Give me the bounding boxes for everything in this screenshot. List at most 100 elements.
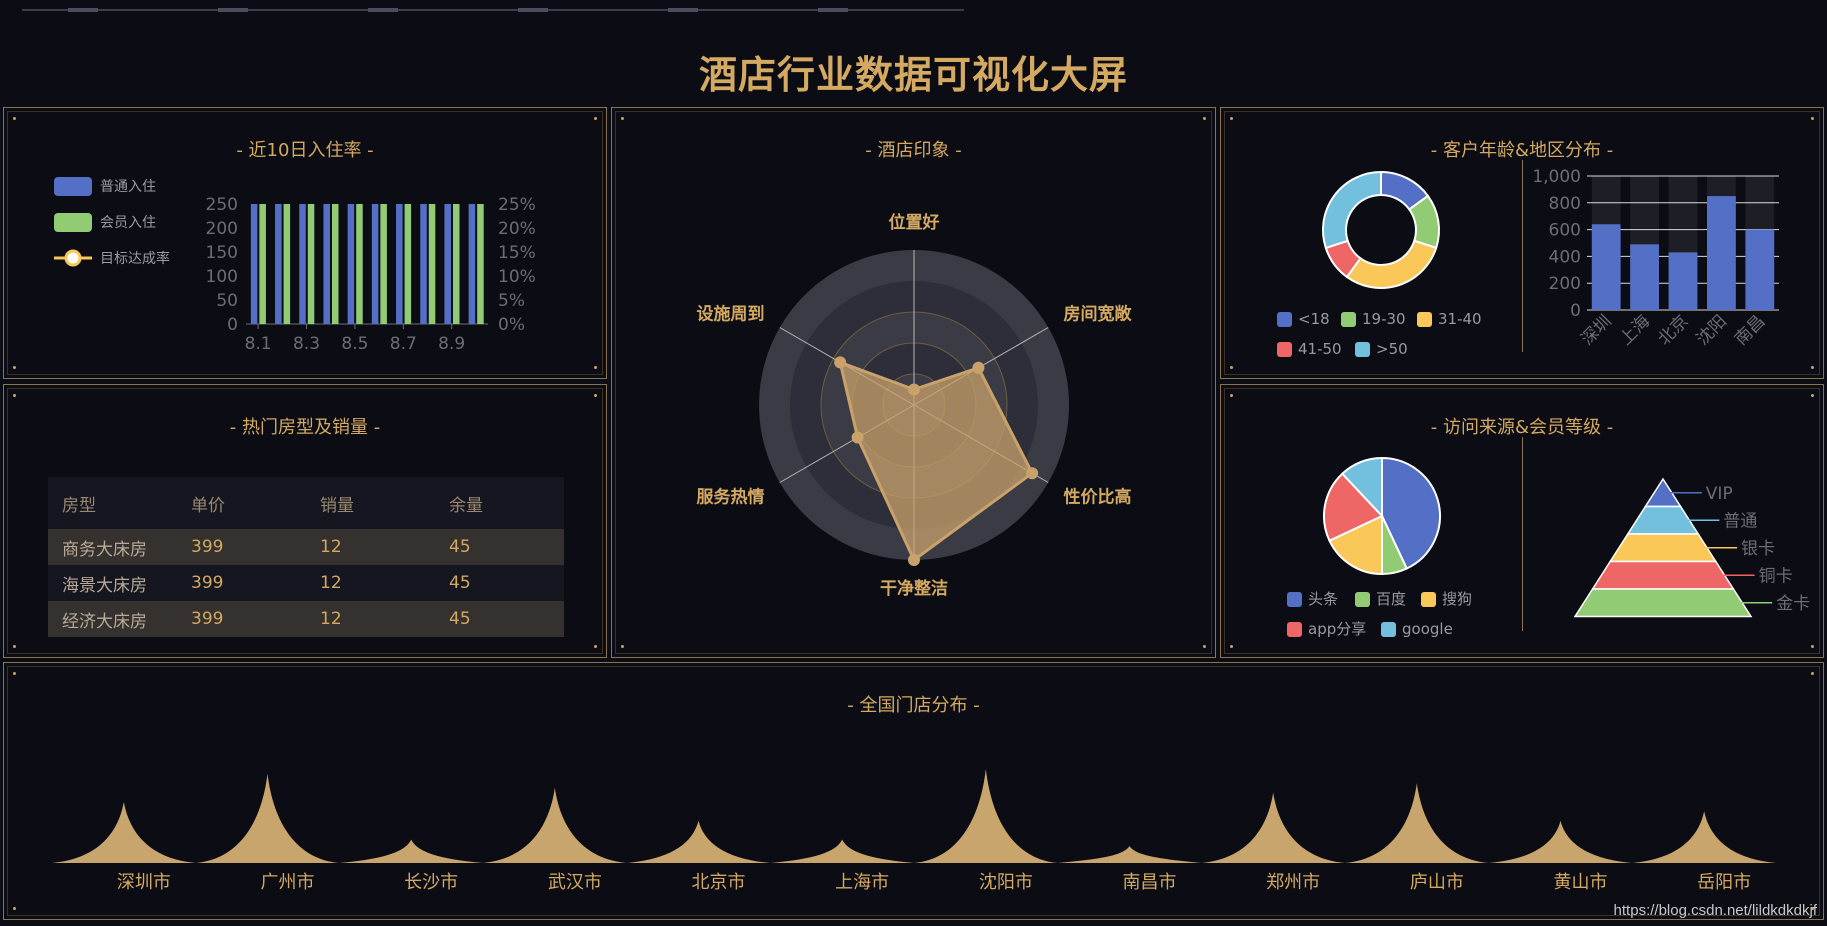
y-tick-label: 1,000 xyxy=(1532,167,1581,187)
bar xyxy=(1707,196,1736,310)
pie-slice xyxy=(1328,514,1383,576)
x-tick-label: 8.3 xyxy=(293,334,320,354)
table-cell: 399 xyxy=(191,537,224,557)
legend-swatch xyxy=(1341,312,1356,327)
bar xyxy=(259,204,266,324)
legend-swatch xyxy=(1287,622,1302,637)
funnel-label: 普通 xyxy=(1723,511,1757,531)
bar xyxy=(380,204,387,324)
pie-slice xyxy=(1345,239,1438,289)
legend-label: >50 xyxy=(1376,340,1408,358)
top-decoration-dash xyxy=(368,8,398,12)
top-decoration-dash xyxy=(818,8,848,12)
stores-panel-title: - 全国门店分布 - xyxy=(847,695,980,716)
radar-indicator-label: 位置好 xyxy=(889,212,940,233)
table-header-row: 房型 单价 销量 余量 xyxy=(48,477,564,529)
watermark-url: https://blog.csdn.net/lildkdkdkjf xyxy=(1613,902,1817,919)
legend-label: 会员入住 xyxy=(100,215,156,231)
bar xyxy=(420,204,427,324)
x-tick-label: 8.7 xyxy=(390,334,417,354)
source-pie-chart: 头条 百度 搜狗 app分享 google xyxy=(1287,456,1472,638)
x-tick-label: 8.5 xyxy=(341,334,368,354)
radar-point xyxy=(972,361,985,374)
legend-label: 头条 xyxy=(1308,590,1338,608)
legend-label: 41-50 xyxy=(1298,340,1342,358)
x-tick-label: 沈阳 xyxy=(1693,311,1731,349)
legend-line-marker xyxy=(64,249,82,267)
table-cell: 商务大床房 xyxy=(62,539,147,560)
y2-tick-label: 20% xyxy=(498,219,536,239)
funnel-segment xyxy=(1591,560,1735,590)
panel-divider xyxy=(1522,160,1523,352)
pie-slice xyxy=(1323,472,1384,543)
stores-area-chart: 深圳市 广州市 长沙市 武汉市 北京市 上海市 沈阳市 南昌市 郑州市 庐山市 黄山市 岳阳市 xyxy=(52,769,1776,893)
bar xyxy=(404,204,412,324)
table-row: 经济大床房 399 12 45 xyxy=(48,601,564,637)
bar xyxy=(477,204,484,324)
bar xyxy=(323,204,330,324)
table-cell: 海景大床房 xyxy=(62,575,147,596)
impression-panel: - 酒店印象 - 位置好 房间宽敞 性价比高 干净整洁 服务热情 设施周到 xyxy=(611,107,1216,658)
y-tick-label: 0 xyxy=(1570,301,1581,321)
y-tick-label: 400 xyxy=(1549,247,1581,267)
bar xyxy=(250,204,258,324)
legend-label: 搜狗 xyxy=(1442,590,1472,608)
x-tick-label: 沈阳市 xyxy=(979,872,1033,893)
rooms-table: 房型 单价 销量 余量 商务大床房 399 12 45 海景大床房 399 12… xyxy=(48,477,564,637)
y-tick-label: 100 xyxy=(206,267,238,287)
radar-indicator-label: 服务热情 xyxy=(697,487,765,508)
y-tick-label: 600 xyxy=(1549,221,1581,241)
x-tick-label: 8.9 xyxy=(438,334,465,354)
impression-panel-title: - 酒店印象 - xyxy=(865,140,962,161)
bar xyxy=(1745,229,1775,310)
customer-panel-title: - 客户年龄&地区分布 - xyxy=(1430,140,1614,161)
radar-point xyxy=(1026,467,1039,480)
radar-point xyxy=(908,383,920,396)
legend-swatch xyxy=(1355,342,1370,357)
x-tick-label: 8.1 xyxy=(245,334,272,354)
y2-tick-label: 15% xyxy=(498,243,536,263)
x-tick-label: 上海市 xyxy=(835,872,889,893)
table-cell: 12 xyxy=(320,609,342,629)
legend-label: 目标达成率 xyxy=(100,250,170,267)
page-title: 酒店行业数据可视化大屏 xyxy=(698,53,1128,97)
bar xyxy=(356,204,363,324)
bar xyxy=(331,204,339,324)
radar-indicator-label: 设施周到 xyxy=(697,304,765,325)
y-tick-label: 800 xyxy=(1549,194,1581,214)
x-tick-label: 北京 xyxy=(1654,311,1692,349)
radar-indicator-label: 干净整洁 xyxy=(880,578,948,599)
stores-panel: - 全国门店分布 - 深圳市 广州市 长沙市 武汉市 北京市 上海市 沈阳市 南昌市 郑州市 庐山… xyxy=(3,662,1824,920)
bar xyxy=(275,204,282,324)
table-cell: 45 xyxy=(449,609,471,629)
y2-tick-label: 5% xyxy=(498,291,525,311)
y-tick-label: 50 xyxy=(216,291,238,311)
funnel-label: 铜卡 xyxy=(1759,566,1793,586)
top-decoration-dash xyxy=(668,8,698,12)
bar xyxy=(347,204,355,324)
bar xyxy=(428,204,436,324)
top-decoration-dash xyxy=(518,8,548,12)
legend-label: google xyxy=(1402,620,1453,638)
legend-swatch xyxy=(1417,312,1432,327)
table-row: 海景大床房 399 12 45 xyxy=(48,565,564,601)
x-tick-label: 深圳 xyxy=(1578,311,1616,349)
top-decoration-dash xyxy=(68,8,98,12)
occupancy-panel-title: - 近10日入住率 - xyxy=(236,140,374,161)
x-tick-label: 深圳市 xyxy=(117,872,171,893)
x-tick-label: 南昌市 xyxy=(1123,872,1177,893)
y2-tick-label: 25% xyxy=(498,195,536,215)
table-header-cell: 销量 xyxy=(320,495,354,516)
pie-slice xyxy=(1340,456,1383,519)
bar xyxy=(468,204,476,324)
bar xyxy=(444,204,451,324)
x-tick-label: 武汉市 xyxy=(548,872,602,893)
table-cell: 12 xyxy=(320,573,342,593)
radar-indicator-label: 性价比高 xyxy=(1063,487,1131,508)
occupancy-panel: - 近10日入住率 - 普通入住 会员入住 目标达成率 0 50 100 150 200 250… xyxy=(3,107,607,379)
table-header-cell: 余量 xyxy=(449,495,483,516)
legend-label: app分享 xyxy=(1308,620,1366,638)
legend-label: 百度 xyxy=(1376,590,1406,608)
panel-divider xyxy=(1522,437,1523,631)
